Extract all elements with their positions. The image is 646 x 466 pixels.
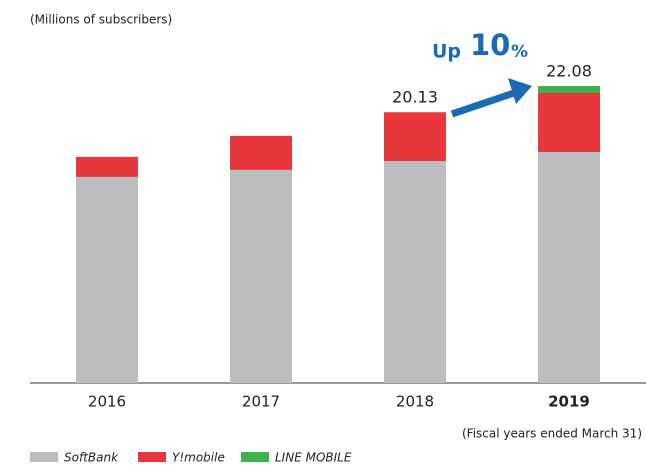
legend-label: Y!mobile [172, 451, 225, 465]
annotation: 10 [470, 28, 510, 62]
legend-swatch [30, 452, 58, 462]
bar-segment [76, 156, 138, 177]
bar-segment [384, 161, 446, 383]
x-tick-label: 2018 [396, 393, 434, 411]
x-tick-label: 2019 [548, 393, 590, 411]
annotation: Up [432, 41, 461, 63]
bar-segment [230, 135, 292, 170]
x-tick-label: 2017 [242, 393, 280, 411]
bar-segment [384, 112, 446, 162]
note: (Fiscal years ended March 31) [462, 427, 642, 441]
legend-label: LINE MOBILE [275, 451, 352, 465]
bar-segment [538, 86, 600, 93]
x-tick-label: 2016 [88, 393, 126, 411]
legend-swatch [241, 452, 269, 462]
bar-segment [538, 152, 600, 383]
bar-segment [230, 169, 292, 383]
y-axis-label: (Millions of subscribers) [30, 13, 172, 27]
legend-swatch [138, 452, 166, 462]
total-label: 22.08 [546, 62, 592, 81]
bar-segment [538, 92, 600, 153]
bar-segment [76, 176, 138, 383]
arrow-head [508, 78, 532, 104]
total-label: 20.13 [392, 88, 438, 107]
legend-label: SoftBank [64, 451, 119, 465]
annotation: % [511, 42, 528, 62]
arrow [450, 87, 522, 118]
